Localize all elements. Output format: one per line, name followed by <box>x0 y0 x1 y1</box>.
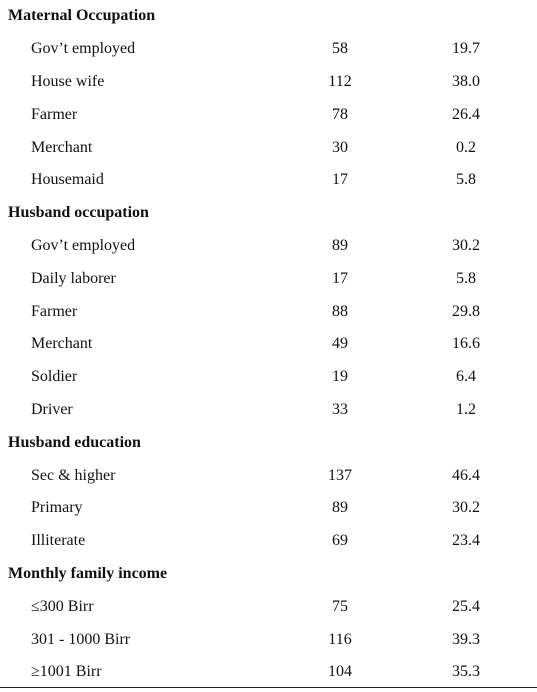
data-row: Daily laborer 17 5.8 <box>0 262 537 295</box>
count-cell: 112 <box>328 72 352 90</box>
row-label: Housemaid <box>31 171 104 189</box>
section-row: Maternal Occupation <box>0 0 537 33</box>
row-label: Merchant <box>31 335 93 353</box>
data-row: Merchant 30 0.2 <box>0 131 537 164</box>
count-cell: 33 <box>332 400 348 418</box>
percent-cell: 26.4 <box>452 105 481 123</box>
percent-cell: 5.8 <box>456 269 477 287</box>
percent-cell: 30.2 <box>452 236 481 254</box>
percent-cell: 23.4 <box>452 532 481 550</box>
percent-cell: 29.8 <box>452 302 481 320</box>
percent-cell: 6.4 <box>456 368 477 386</box>
row-label: Farmer <box>31 105 78 123</box>
data-row: Primary 89 30.2 <box>0 492 537 525</box>
percent-cell: 0.2 <box>456 138 477 156</box>
row-label: Gov’t employed <box>31 236 136 254</box>
data-row: Illiterate 69 23.4 <box>0 525 537 558</box>
count-cell: 75 <box>332 597 348 615</box>
row-label: Illiterate <box>31 532 86 550</box>
data-row: Sec & higher 137 46.4 <box>0 459 537 492</box>
count-cell: 137 <box>328 466 352 484</box>
section-row: Husband occupation <box>0 197 537 230</box>
percent-cell: 38.0 <box>452 72 481 90</box>
section-row: Husband education <box>0 426 537 459</box>
row-label: Merchant <box>31 138 93 156</box>
row-label: Primary <box>31 499 83 517</box>
count-cell: 17 <box>332 171 348 189</box>
row-label: Gov’t employed <box>31 40 136 58</box>
count-cell: 58 <box>332 40 348 58</box>
data-row: Gov’t employed 58 19.7 <box>0 33 537 66</box>
data-row: Merchant 49 16.6 <box>0 328 537 361</box>
count-cell: 89 <box>332 499 348 517</box>
row-label: ≤300 Birr <box>31 597 94 615</box>
percent-cell: 46.4 <box>452 466 481 484</box>
count-cell: 17 <box>332 269 348 287</box>
count-cell: 89 <box>332 236 348 254</box>
section-title: Maternal Occupation <box>8 7 156 25</box>
data-row: Gov’t employed 89 30.2 <box>0 230 537 263</box>
count-cell: 104 <box>328 663 352 681</box>
percent-cell: 1.2 <box>456 400 477 418</box>
data-row: Housemaid 17 5.8 <box>0 164 537 197</box>
row-label: Daily laborer <box>31 269 116 287</box>
data-row: Farmer 78 26.4 <box>0 98 537 131</box>
section-title: Husband education <box>8 433 141 451</box>
row-label: ≥1001 Birr <box>31 663 102 681</box>
row-label: Driver <box>31 400 73 418</box>
count-cell: 88 <box>332 302 348 320</box>
count-cell: 19 <box>332 368 348 386</box>
row-label: Soldier <box>31 368 78 386</box>
bottom-rule <box>0 687 537 688</box>
data-row: Soldier 19 6.4 <box>0 361 537 394</box>
percent-cell: 35.3 <box>452 663 481 681</box>
section-title: Monthly family income <box>8 564 168 582</box>
section-row: Monthly family income <box>0 558 537 591</box>
data-row: 301 - 1000 Birr 116 39.3 <box>0 623 537 656</box>
data-row: ≤300 Birr 75 25.4 <box>0 590 537 623</box>
percent-cell: 30.2 <box>452 499 481 517</box>
percent-cell: 25.4 <box>452 597 481 615</box>
section-title: Husband occupation <box>8 204 149 222</box>
data-row: Farmer 88 29.8 <box>0 295 537 328</box>
row-label: House wife <box>31 72 105 90</box>
count-cell: 49 <box>332 335 348 353</box>
percent-cell: 19.7 <box>452 40 481 58</box>
row-label: Farmer <box>31 302 78 320</box>
count-cell: 78 <box>332 105 348 123</box>
row-label: Sec & higher <box>31 466 116 484</box>
data-row: ≥1001 Birr 104 35.3 <box>0 656 537 689</box>
percent-cell: 39.3 <box>452 630 481 648</box>
count-cell: 116 <box>328 630 352 648</box>
count-cell: 30 <box>332 138 348 156</box>
row-label: 301 - 1000 Birr <box>31 630 131 648</box>
count-cell: 69 <box>332 532 348 550</box>
percent-cell: 5.8 <box>456 171 477 189</box>
data-row: Driver 33 1.2 <box>0 394 537 427</box>
data-row: House wife 112 38.0 <box>0 66 537 99</box>
percent-cell: 16.6 <box>452 335 481 353</box>
